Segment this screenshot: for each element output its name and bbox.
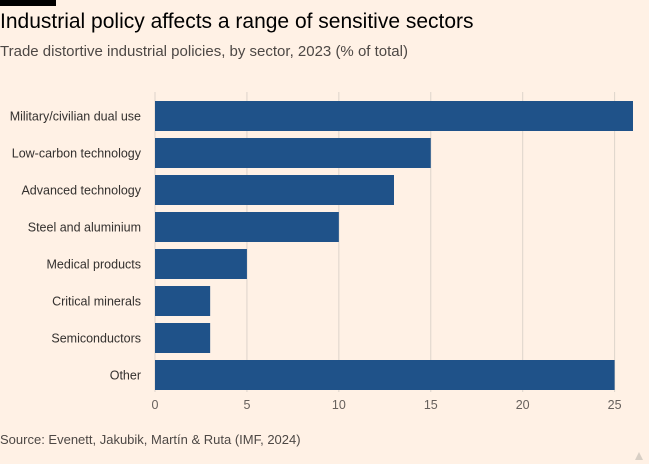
bar-6 <box>155 323 211 353</box>
category-labels: Military/civilian dual use Low-carbon tec… <box>10 110 142 383</box>
x-tick-label: 20 <box>516 398 530 412</box>
category-label: Critical minerals <box>52 295 141 309</box>
bars <box>155 101 633 390</box>
category-label: Steel and aluminium <box>28 221 141 235</box>
category-label: Medical products <box>47 258 142 272</box>
x-tick-label: 5 <box>243 398 250 412</box>
category-label: Semiconductors <box>51 332 141 346</box>
bar-1 <box>155 138 431 168</box>
x-tick-label: 10 <box>332 398 346 412</box>
x-tick-label: 15 <box>424 398 438 412</box>
bar-2 <box>155 175 394 205</box>
chart-subtitle: Trade distortive industrial policies, by… <box>0 43 408 60</box>
bar-3 <box>155 212 339 242</box>
bar-chart: Military/civilian dual use Low-carbon tec… <box>10 92 633 412</box>
brand-bar <box>0 0 56 6</box>
bar-5 <box>155 286 211 316</box>
chart-title: Industrial policy affects a range of sen… <box>0 10 474 33</box>
bar-7 <box>155 360 615 390</box>
corner-mark-icon <box>635 452 643 460</box>
x-tick-label: 0 <box>152 398 159 412</box>
category-label: Low-carbon technology <box>12 147 142 161</box>
source-note: Source: Evenett, Jakubik, Martín & Ruta … <box>0 432 301 447</box>
category-label: Military/civilian dual use <box>10 110 141 124</box>
bar-0 <box>155 101 633 131</box>
category-label: Advanced technology <box>21 184 141 198</box>
x-tick-label: 25 <box>608 398 622 412</box>
category-label: Other <box>110 369 141 383</box>
x-tick-labels: 0 5 10 15 20 25 <box>152 398 622 412</box>
bar-4 <box>155 249 247 279</box>
